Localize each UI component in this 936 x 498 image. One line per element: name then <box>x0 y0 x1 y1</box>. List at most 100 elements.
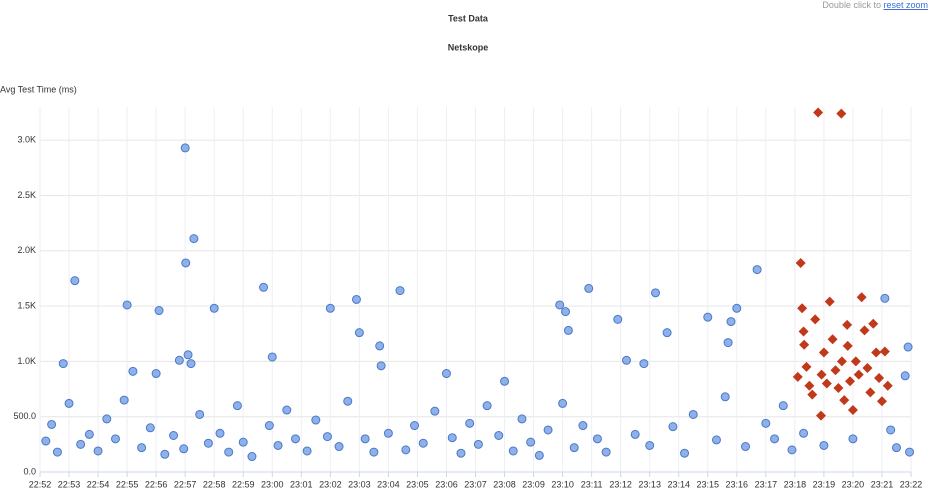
point <box>880 293 890 303</box>
x-tick-label: 23:00 <box>261 479 284 489</box>
x-tick-label: 23:09 <box>522 479 545 489</box>
point <box>145 423 155 433</box>
point <box>613 314 623 324</box>
point <box>465 418 475 428</box>
point <box>836 356 847 367</box>
point <box>807 389 818 400</box>
x-tick-label: 23:21 <box>871 479 894 489</box>
point <box>500 376 510 386</box>
point <box>180 143 190 153</box>
point <box>482 401 492 411</box>
point <box>810 314 821 325</box>
point <box>830 365 841 376</box>
point <box>267 352 277 362</box>
point <box>853 369 864 380</box>
point <box>224 447 234 457</box>
zoom-hint: Double click to reset zoom <box>822 0 928 10</box>
point <box>52 447 62 457</box>
point <box>688 409 698 419</box>
x-tick-label: 22:57 <box>174 479 197 489</box>
x-tick-label: 22:56 <box>145 479 168 489</box>
x-tick-label: 23:04 <box>377 479 400 489</box>
point <box>584 283 594 293</box>
point <box>526 437 536 447</box>
point <box>375 341 385 351</box>
x-tick-label: 23:10 <box>551 479 574 489</box>
point <box>799 339 810 350</box>
point <box>561 307 571 317</box>
point <box>703 312 713 322</box>
point <box>799 428 809 438</box>
point <box>534 450 544 460</box>
point <box>93 446 103 456</box>
x-tick-label: 22:52 <box>29 479 52 489</box>
point <box>119 395 129 405</box>
point <box>395 286 405 296</box>
point <box>868 318 879 329</box>
chart-title: Test Data <box>448 13 489 23</box>
point <box>70 276 80 286</box>
x-tick-label: 23:07 <box>464 479 487 489</box>
point <box>137 443 147 453</box>
point <box>578 421 588 431</box>
point <box>456 448 466 458</box>
point <box>833 382 844 393</box>
x-tick-label: 23:16 <box>726 479 749 489</box>
x-tick-label: 23:19 <box>813 479 836 489</box>
y-tick-label: 500.0 <box>13 411 36 421</box>
point <box>128 366 138 376</box>
point <box>543 425 553 435</box>
x-tick-label: 23:03 <box>348 479 371 489</box>
point <box>160 449 170 459</box>
point <box>430 406 440 416</box>
point <box>845 376 856 387</box>
point <box>203 438 213 448</box>
point <box>601 447 611 457</box>
point <box>859 325 870 336</box>
point <box>818 347 829 358</box>
point <box>876 396 887 407</box>
point <box>151 369 161 379</box>
point <box>290 434 300 444</box>
point <box>770 434 780 444</box>
y-tick-label: 2.5K <box>17 190 36 200</box>
point <box>720 392 730 402</box>
point <box>569 443 579 453</box>
point <box>778 401 788 411</box>
x-tick-label: 23:17 <box>755 479 778 489</box>
point <box>871 347 882 358</box>
point <box>804 380 815 391</box>
point <box>259 282 269 292</box>
point <box>418 438 428 448</box>
point <box>181 258 191 268</box>
point <box>819 440 829 450</box>
point <box>815 410 826 421</box>
point <box>473 439 483 449</box>
point <box>441 369 451 379</box>
point <box>64 398 74 408</box>
point <box>839 395 850 406</box>
point <box>183 350 193 360</box>
point <box>645 440 655 450</box>
point <box>325 303 335 313</box>
point <box>215 428 225 438</box>
reset-zoom-link[interactable]: reset zoom <box>883 0 928 10</box>
point <box>680 448 690 458</box>
point <box>792 371 803 382</box>
point <box>874 372 885 383</box>
point <box>383 428 393 438</box>
point <box>856 292 867 303</box>
x-tick-label: 23:08 <box>493 479 516 489</box>
point <box>842 319 853 330</box>
point <box>865 387 876 398</box>
point <box>639 359 649 369</box>
point <box>798 326 809 337</box>
x-tick-label: 22:54 <box>87 479 110 489</box>
point <box>302 446 312 456</box>
point <box>354 328 364 338</box>
point <box>592 434 602 444</box>
x-tick-label: 23:01 <box>290 479 313 489</box>
point <box>376 361 386 371</box>
y-tick-label: 3.0K <box>17 135 36 145</box>
point <box>174 355 184 365</box>
